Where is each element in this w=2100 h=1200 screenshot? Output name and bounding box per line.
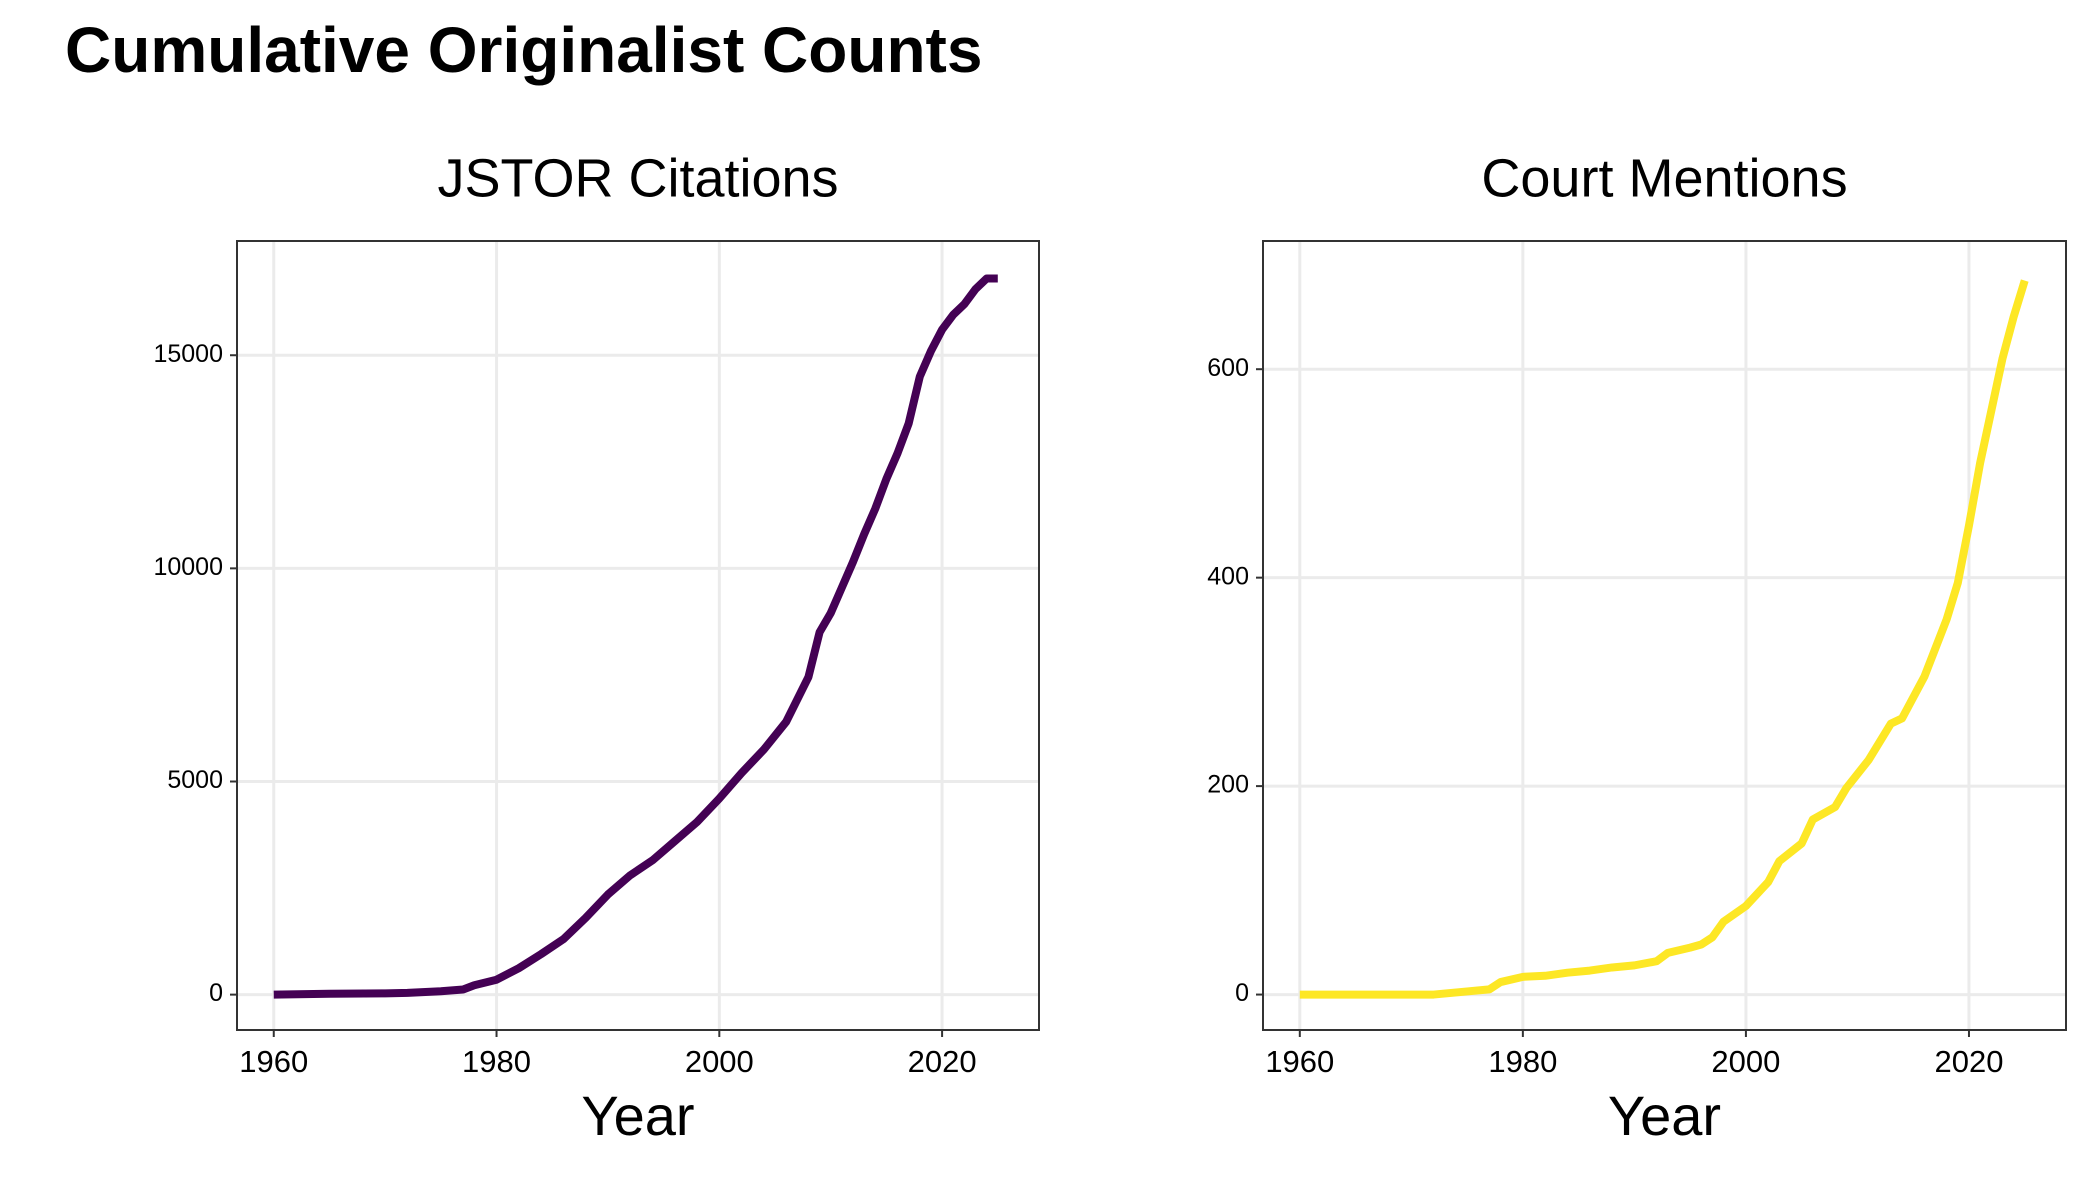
y-tick-label: 0 [209,979,223,1007]
x-axis-title: Year [1608,1084,1721,1147]
y-tick-label: 5000 [167,766,223,794]
y-tick-label: 200 [1207,771,1249,799]
panel-border [236,240,1040,1031]
panel-title: Court Mentions [1481,148,1847,208]
x-tick-label: 2020 [1934,1044,2003,1079]
x-axis-title: Year [581,1084,694,1147]
x-tick-label: 2020 [908,1044,977,1079]
data-line [1299,279,2029,999]
y-tick-label: 10000 [153,553,223,581]
panel-border [1262,240,2067,1031]
y-tick-label: 600 [1207,354,1249,382]
x-tick-label: 1980 [462,1044,531,1079]
y-tick-label: 15000 [153,340,223,368]
panel-title: JSTOR Citations [437,148,838,208]
x-tick-label: 1960 [239,1044,308,1079]
x-tick-label: 2000 [685,1044,754,1079]
x-tick-label: 2000 [1711,1044,1780,1079]
x-tick-label: 1960 [1265,1044,1334,1079]
data-line [273,274,998,999]
y-tick-label: 0 [1235,979,1249,1007]
x-tick-label: 1980 [1488,1044,1557,1079]
figure-title: Cumulative Originalist Counts [65,14,982,86]
y-tick-label: 400 [1207,562,1249,590]
